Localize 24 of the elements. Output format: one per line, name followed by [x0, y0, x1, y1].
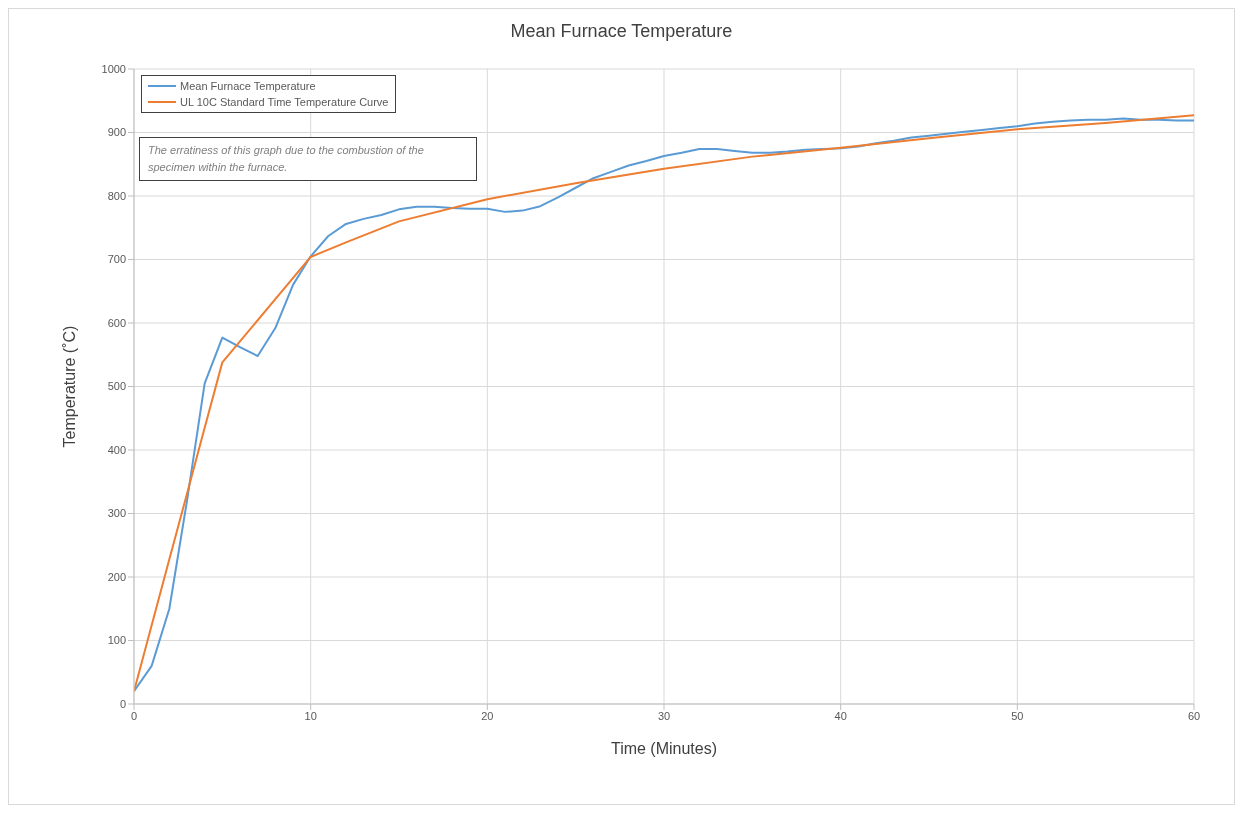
x-tick-label: 60	[1187, 709, 1201, 722]
y-tick-label: 300	[107, 507, 126, 520]
y-tick-label: 900	[107, 126, 126, 139]
x-tick-label: 0	[130, 709, 138, 722]
y-tick-label: 100	[107, 634, 126, 647]
note-box: The erratiness of this graph due to the combustion of the specimen within the furnace.	[139, 137, 477, 181]
y-tick-label: 800	[107, 189, 126, 202]
y-tick-label: 700	[107, 253, 126, 266]
y-tick-label: 600	[107, 316, 126, 329]
x-tick-label: 30	[657, 709, 671, 722]
legend-label: Mean Furnace Temperature	[180, 79, 316, 94]
y-tick-label: 1000	[101, 62, 126, 75]
y-tick-label: 400	[107, 443, 126, 456]
y-tick-label: 500	[107, 380, 126, 393]
y-axis-title: Temperature (˚C)	[60, 325, 78, 448]
x-tick-label: 40	[834, 709, 847, 722]
y-tick-label: 0	[119, 697, 126, 710]
y-tick-label: 200	[107, 570, 126, 583]
legend-label: UL 10C Standard Time Temperature Curve	[180, 95, 389, 110]
x-tick-label: 10	[304, 709, 317, 722]
x-tick-label: 20	[481, 709, 494, 722]
chart-title: Mean Furnace Temperature	[509, 21, 734, 42]
x-tick-label: 50	[1011, 709, 1024, 722]
x-axis-title: Time (Minutes)	[610, 740, 718, 757]
